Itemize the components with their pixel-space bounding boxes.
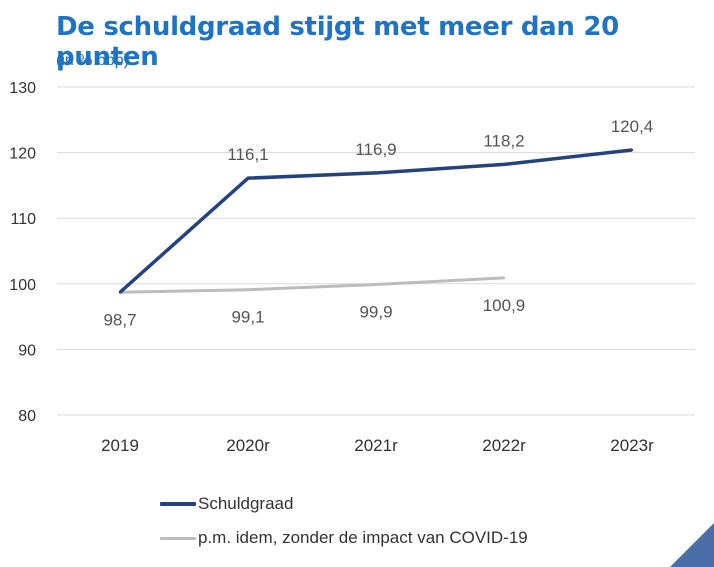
legend-swatch-zonder-covid	[160, 536, 196, 540]
x-tick-label-2023r: 2023r	[610, 436, 654, 455]
series-line-1	[119, 276, 505, 294]
x-axis-ticks: 2019 2020r 2021r 2022r 2023r	[101, 436, 654, 455]
data-label-0-2022r: 118,2	[483, 131, 524, 150]
data-point-0-2022r	[502, 163, 506, 166]
gridlines	[57, 86, 695, 416]
data-label-0-2020r: 116,1	[227, 145, 268, 164]
legend: Schuldgraad p.m. idem, zonder de impact …	[160, 487, 528, 555]
data-label-0-2023r: 120,4	[611, 117, 654, 136]
data-label-0-2021r: 116,9	[355, 140, 396, 159]
y-tick-label-90: 90	[18, 342, 36, 359]
y-tick-label-100: 100	[9, 277, 36, 294]
legend-item-zonder-covid: p.m. idem, zonder de impact van COVID-19	[160, 521, 528, 555]
corner-decoration	[670, 523, 714, 567]
series	[118, 148, 634, 294]
data-label-1-2020r: 99,1	[231, 308, 264, 327]
series-line-0	[118, 148, 633, 294]
x-tick-label-2021r: 2021r	[354, 436, 398, 455]
corner-triangle	[670, 523, 714, 567]
y-tick-label-130: 130	[9, 80, 36, 97]
data-point-0-2023r	[630, 148, 634, 152]
x-tick-label-2019: 2019	[101, 436, 139, 455]
data-point-0-2019	[118, 291, 122, 294]
data-point-0-2021r	[374, 171, 378, 175]
data-point-1-2022r	[502, 276, 506, 280]
data-label-1-2022r: 100,9	[483, 296, 526, 315]
data-point-0-2020r	[246, 176, 250, 180]
y-tick-label-80: 80	[18, 408, 36, 425]
legend-item-schuldgraad: Schuldgraad	[160, 487, 528, 521]
data-point-1-2020r	[246, 288, 250, 291]
legend-label-zonder-covid: p.m. idem, zonder de impact van COVID-19	[198, 528, 528, 547]
data-label-1-2021r: 99,9	[359, 302, 392, 321]
data-labels: 98,7 99,1 99,9 100,9 116,1 116,9 118,2 120,4	[103, 117, 653, 329]
x-tick-label-2020r: 2020r	[226, 436, 270, 455]
legend-label-schuldgraad: Schuldgraad	[198, 494, 294, 513]
chart-title: De schuldgraad stijgt met meer dan 20 pu…	[56, 12, 619, 72]
x-tick-label-2022r: 2022r	[482, 436, 526, 455]
data-label-1-2019: 98,7	[103, 310, 136, 329]
y-tick-label-110: 110	[10, 211, 36, 228]
y-axis-ticks: 80 90 100 110 120 130	[9, 80, 36, 425]
data-point-1-2021r	[374, 283, 378, 286]
legend-swatch-schuldgraad	[160, 502, 196, 506]
chart-subtitle: (in % bbp)	[56, 52, 129, 69]
y-tick-label-120: 120	[9, 146, 36, 163]
